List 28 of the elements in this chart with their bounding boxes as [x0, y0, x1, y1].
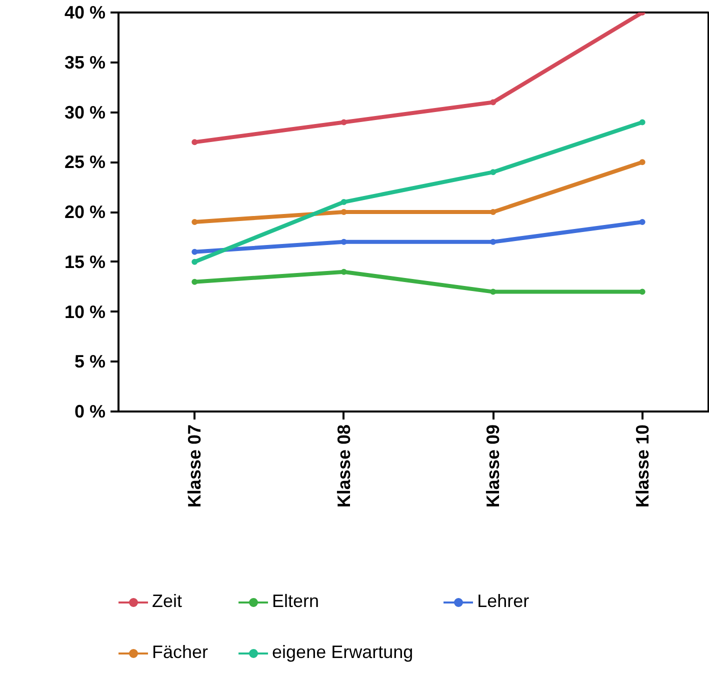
y-tick-label: 35 % — [64, 52, 106, 72]
point — [639, 119, 646, 126]
x-tick-label: Klasse 07 — [184, 424, 205, 508]
x-tick-label: Klasse 09 — [483, 424, 504, 508]
legend-label: Eltern — [272, 591, 320, 612]
legend-label: Fächer — [152, 642, 208, 663]
y-tick-label: 5 % — [74, 352, 106, 372]
y-tick-label: 15 % — [64, 252, 106, 272]
y-tick-label: 25 % — [64, 152, 106, 172]
y-tick-label: 0 % — [74, 402, 106, 422]
y-tick-label: 20 % — [64, 202, 106, 222]
y-tick-label: 10 % — [64, 302, 106, 322]
point — [639, 159, 646, 166]
point — [490, 169, 496, 176]
y-tick-label: 30 % — [64, 102, 106, 122]
point — [490, 99, 496, 106]
legend-label: Lehrer — [477, 591, 530, 612]
point — [192, 139, 198, 146]
point — [192, 258, 198, 265]
x-tick-label: Klasse 10 — [632, 424, 652, 508]
legend-label: eigene Erwartung — [272, 642, 414, 663]
point — [340, 119, 347, 126]
legend-label: Zeit — [152, 591, 182, 612]
point — [639, 218, 646, 225]
point — [490, 209, 496, 215]
point — [340, 199, 347, 206]
y-tick-label: 40 % — [64, 2, 106, 22]
x-tick-label: Klasse 08 — [334, 424, 354, 508]
